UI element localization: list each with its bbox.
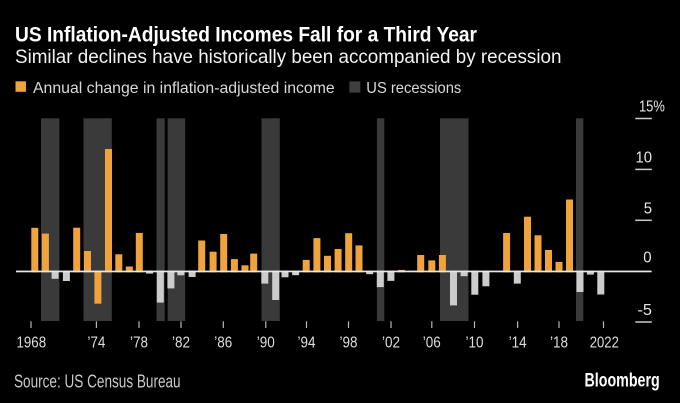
svg-text:’10: ’10 [466, 335, 484, 352]
svg-text:’86: ’86 [214, 335, 232, 352]
svg-text:0: 0 [643, 249, 651, 266]
svg-text:15%: 15% [639, 99, 665, 116]
svg-text:’98: ’98 [340, 335, 358, 352]
svg-text:Source: US Census Bureau: Source: US Census Bureau [14, 372, 181, 392]
svg-text:’82: ’82 [172, 335, 190, 352]
svg-text:’02: ’02 [382, 335, 400, 352]
svg-text:Bloomberg: Bloomberg [585, 371, 660, 392]
svg-text:US recessions: US recessions [366, 80, 461, 97]
svg-text:10: 10 [636, 149, 653, 166]
svg-text:-5: -5 [638, 302, 653, 319]
svg-text:’74: ’74 [87, 335, 105, 352]
svg-text:5: 5 [644, 200, 652, 217]
svg-text:2022: 2022 [590, 335, 619, 352]
svg-text:’18: ’18 [550, 335, 568, 352]
svg-text:’06: ’06 [423, 335, 441, 352]
svg-text:1968: 1968 [17, 335, 47, 352]
svg-text:’78: ’78 [130, 335, 148, 352]
svg-text:Annual change in inflation-adj: Annual change in inflation-adjusted inco… [33, 80, 335, 97]
svg-text:’94: ’94 [298, 335, 316, 352]
svg-text:’14: ’14 [509, 335, 527, 352]
svg-text:Similar declines have historic: Similar declines have historically been … [15, 46, 562, 68]
svg-text:’90: ’90 [257, 335, 275, 352]
svg-text:US Inflation-Adjusted Incomes: US Inflation-Adjusted Incomes Fall for a… [15, 23, 478, 47]
